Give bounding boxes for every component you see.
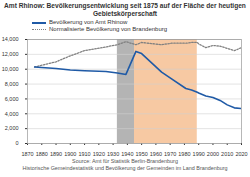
svg-text:1900: 1900 bbox=[64, 151, 76, 157]
html-text:Source: Amt für Statistik Berl: Source: Amt für Statistik Berlin-Branden… bbox=[72, 158, 178, 164]
svg-text:2,000: 2,000 bbox=[5, 125, 19, 131]
svg-text:2020: 2020 bbox=[235, 151, 247, 157]
svg-text:1960: 1960 bbox=[150, 151, 162, 157]
svg-text:1990: 1990 bbox=[193, 151, 205, 157]
svg-text:1930: 1930 bbox=[107, 151, 119, 157]
svg-text:0: 0 bbox=[15, 140, 18, 146]
svg-text:1870: 1870 bbox=[21, 151, 33, 157]
html-text:Amt Rhinow: Bevölkerungsentwic: Amt Rhinow: Bevölkerungsentwicklung seit… bbox=[4, 2, 246, 17]
svg-text:1950: 1950 bbox=[136, 151, 148, 157]
html-text:Historische Gemeindestatistik: Historische Gemeindestatistik und Bevölk… bbox=[22, 164, 228, 171]
svg-text:1910: 1910 bbox=[78, 151, 90, 157]
svg-text:12,000: 12,000 bbox=[2, 51, 19, 57]
svg-text:1920: 1920 bbox=[93, 151, 105, 157]
svg-text:4,000: 4,000 bbox=[5, 111, 19, 117]
svg-text:1940: 1940 bbox=[121, 151, 133, 157]
html-text:Normalisierte Bevölkerung von: Normalisierte Bevölkerung von Brandenbur… bbox=[49, 26, 168, 32]
svg-text:2000: 2000 bbox=[207, 151, 219, 157]
svg-text:6,000: 6,000 bbox=[5, 96, 19, 102]
svg-text:1980: 1980 bbox=[178, 151, 190, 157]
svg-text:1970: 1970 bbox=[164, 151, 176, 157]
svg-text:1890: 1890 bbox=[50, 151, 62, 157]
svg-text:14,000: 14,000 bbox=[2, 36, 19, 42]
svg-text:1880: 1880 bbox=[36, 151, 48, 157]
svg-text:8,000: 8,000 bbox=[5, 81, 19, 87]
svg-text:10,000: 10,000 bbox=[2, 66, 19, 72]
svg-text:2010: 2010 bbox=[221, 151, 233, 157]
html-text:Bevölkerung von Amt Rhinow: Bevölkerung von Amt Rhinow bbox=[49, 19, 128, 25]
